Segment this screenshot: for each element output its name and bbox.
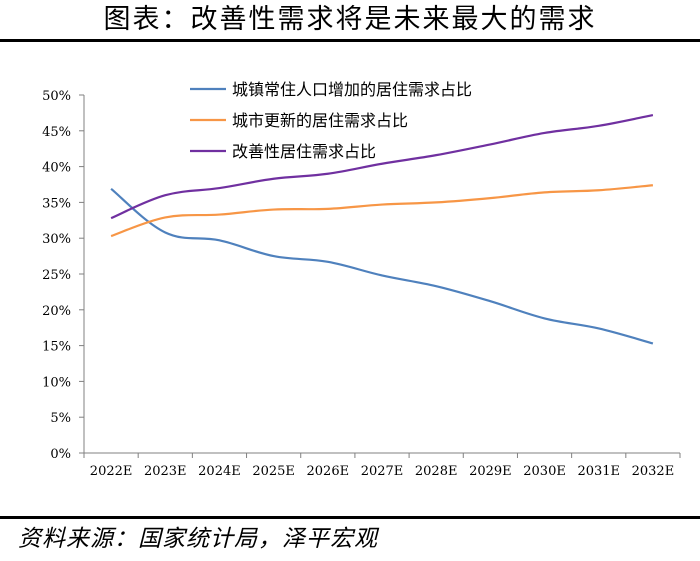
series-line-3 [110, 113, 654, 220]
x-tick-label: 2029E [469, 464, 512, 479]
line-chart: 0% 5% 10% 15% 20% 25% 30% 35% 40% 45% 50% 2022E 2023… [42, 80, 681, 479]
legend-label-1: 城镇常住人口增加的居住需求占比 [232, 80, 472, 99]
legend-label-2: 城市更新的居住需求占比 [232, 111, 408, 130]
x-tick-label: 2022E [90, 464, 133, 479]
x-tick-label: 2031E [577, 464, 620, 479]
y-tick-label: 25% [42, 268, 71, 283]
series-line-2 [110, 184, 654, 238]
x-tick-label: 2028E [415, 464, 458, 479]
x-tick-label: 2023E [144, 464, 187, 479]
y-tick-label: 20% [42, 304, 71, 319]
y-tick-label: 50% [42, 89, 71, 104]
y-tick-label: 0% [50, 447, 71, 462]
x-tick-label: 2025E [252, 464, 295, 479]
x-tick-label: 2027E [361, 464, 404, 479]
x-tick-label: 2032E [632, 464, 675, 479]
title-divider [0, 39, 700, 42]
chart-title: 图表：改善性需求将是未来最大的需求 [103, 4, 597, 35]
y-tick-label: 15% [42, 340, 71, 355]
series-line-1 [110, 187, 654, 345]
x-tick-label: 2030E [523, 464, 566, 479]
y-tick-label: 35% [42, 196, 71, 211]
y-tick-label: 30% [42, 232, 71, 247]
y-tick-label: 45% [42, 125, 71, 140]
source-note: 资料来源：国家统计局，泽平宏观 [18, 526, 378, 552]
legend-label-3: 改善性居住需求占比 [232, 142, 376, 161]
y-tick-label: 40% [42, 161, 71, 176]
source-divider [0, 516, 700, 519]
x-tick-label: 2024E [198, 464, 241, 479]
x-tick-label: 2026E [307, 464, 350, 479]
y-tick-label: 10% [42, 375, 71, 390]
y-tick-label: 5% [50, 411, 71, 426]
